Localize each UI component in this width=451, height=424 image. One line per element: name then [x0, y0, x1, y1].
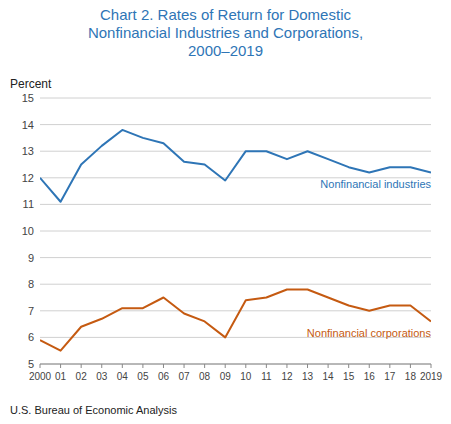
x-tick	[307, 364, 308, 368]
x-tick	[184, 364, 185, 368]
x-tick-label: 08	[199, 371, 211, 382]
x-tick-label: 12	[281, 371, 293, 382]
y-tick-label: 15	[22, 92, 34, 104]
x-axis-line	[40, 364, 431, 365]
y-tick-label: 13	[22, 145, 34, 157]
x-tick	[389, 364, 390, 368]
x-tick-label: 11	[261, 371, 272, 382]
series-line	[40, 130, 431, 202]
x-tick	[81, 364, 82, 368]
x-tick-label: 04	[117, 371, 129, 382]
grid-line	[40, 257, 431, 258]
y-tick-label: 10	[22, 225, 34, 237]
grid-line	[40, 231, 431, 232]
grid-line	[40, 151, 431, 152]
y-tick-label: 14	[22, 119, 34, 131]
x-tick	[225, 364, 226, 368]
x-tick-label: 02	[76, 371, 88, 382]
x-tick	[245, 364, 246, 368]
x-tick-label: 13	[302, 371, 314, 382]
y-tick-label: 6	[28, 331, 34, 343]
x-tick-label: 17	[384, 371, 396, 382]
x-tick-label: 06	[158, 371, 170, 382]
x-tick-label: 16	[364, 371, 376, 382]
grid-line	[40, 124, 431, 125]
grid-line	[40, 364, 431, 365]
x-tick	[40, 364, 41, 368]
x-tick-label: 15	[343, 371, 355, 382]
title-line: Chart 2. Rates of Return for Domestic	[100, 6, 351, 23]
x-tick	[431, 364, 432, 368]
x-tick	[286, 364, 287, 368]
y-axis-label: Percent	[10, 77, 52, 91]
plot-area	[40, 130, 431, 351]
title: Chart 2. Rates of Return for DomesticNon…	[88, 6, 363, 59]
x-tick-label: 2000	[29, 371, 52, 382]
x-tick	[142, 364, 143, 368]
x-tick	[60, 364, 61, 368]
x-tick-label: 07	[178, 371, 190, 382]
x-tick	[369, 364, 370, 368]
x-tick-label: 10	[240, 371, 252, 382]
footnote: U.S. Bureau of Economic Analysis	[10, 404, 177, 416]
y-tick-label: 7	[28, 305, 34, 317]
x-tick-label: 03	[96, 371, 108, 382]
x-tick	[328, 364, 329, 368]
y-tick-label: 5	[28, 358, 34, 370]
grid-line	[40, 204, 431, 205]
x-tick	[101, 364, 102, 368]
x-tick-label: 09	[220, 371, 232, 382]
grid	[40, 98, 431, 364]
x-tick-label: 2019	[420, 371, 443, 382]
chart: Chart 2. Rates of Return for DomesticNon…	[0, 0, 451, 424]
y-tick-label: 8	[28, 278, 34, 290]
x-tick	[204, 364, 205, 368]
title-line: Nonfinancial Industries and Corporations…	[88, 24, 363, 41]
x-tick-label: 18	[405, 371, 417, 382]
x-tick	[163, 364, 164, 368]
y-tick-label: 11	[23, 198, 34, 210]
x-tick-label: 05	[137, 371, 149, 382]
x-tick	[266, 364, 267, 368]
title-line: 2000–2019	[188, 42, 263, 59]
x-tick	[410, 364, 411, 368]
series-label: Nonfinancial industries	[320, 178, 431, 190]
x-tick	[348, 364, 349, 368]
y-tick-label: 9	[28, 252, 34, 264]
x-tick	[122, 364, 123, 368]
x-tick-label: 14	[323, 371, 335, 382]
series-line	[40, 290, 431, 351]
grid-line	[40, 284, 431, 285]
grid-line	[40, 98, 431, 99]
series-label: Nonfinancial corporations	[307, 327, 432, 339]
x-tick-label: 01	[55, 371, 67, 382]
y-tick-label: 12	[22, 172, 34, 184]
